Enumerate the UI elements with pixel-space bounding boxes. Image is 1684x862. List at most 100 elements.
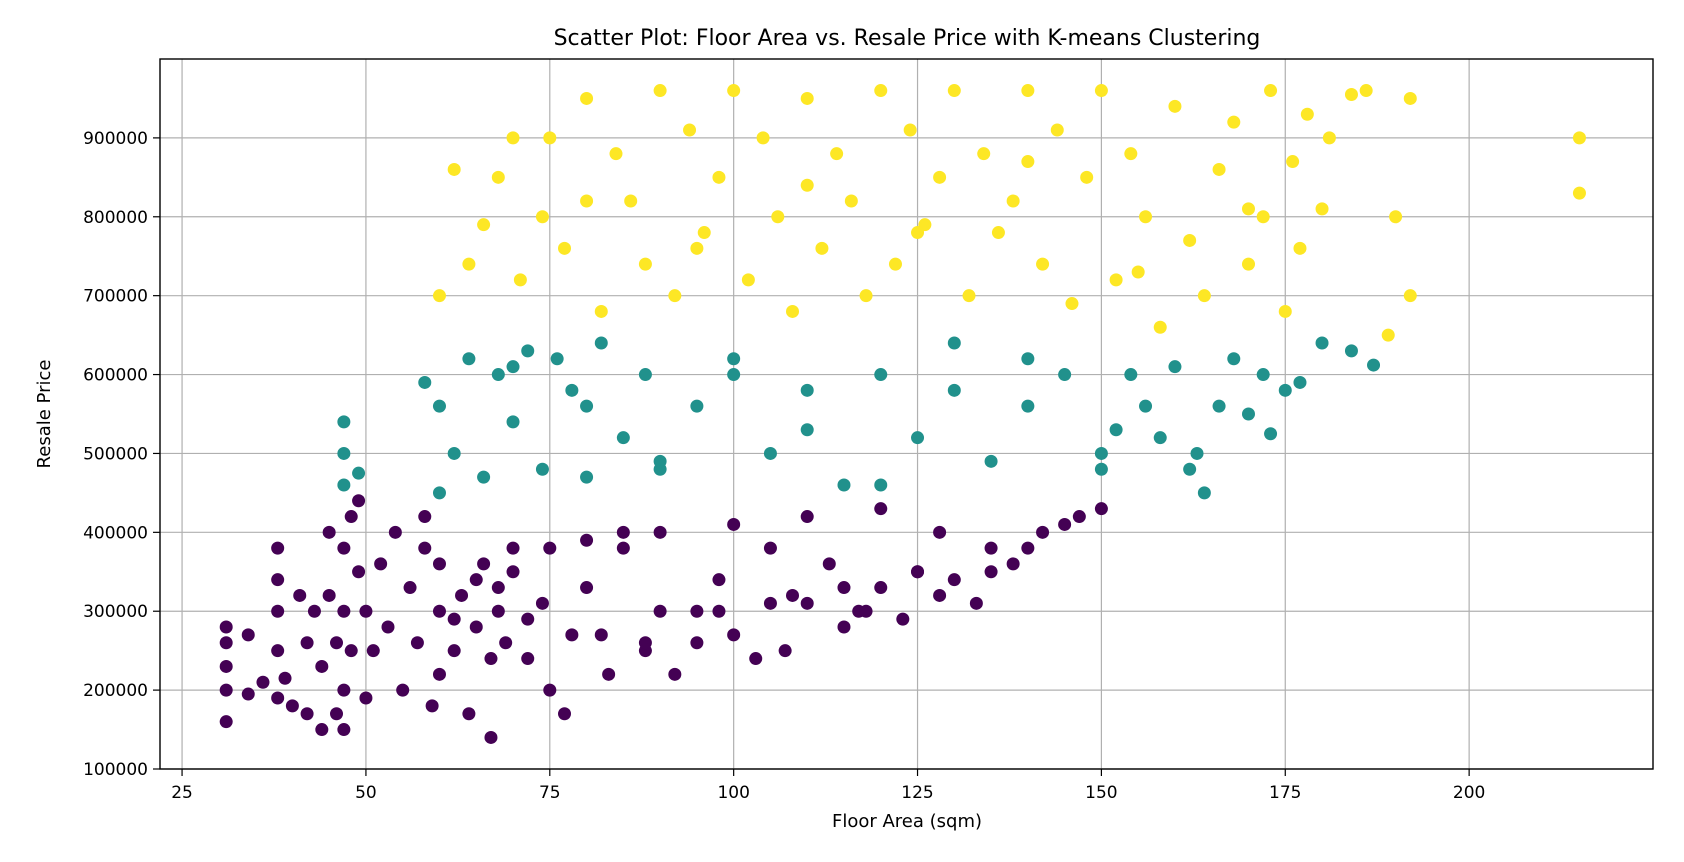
scatter-point xyxy=(668,667,682,681)
scatter-point xyxy=(727,84,741,98)
scatter-point xyxy=(837,620,851,634)
scatter-point xyxy=(447,644,461,658)
scatter-point xyxy=(1153,431,1167,445)
scatter-point xyxy=(1572,131,1586,145)
scatter-point xyxy=(1197,289,1211,303)
scatter-point xyxy=(499,636,513,650)
scatter-point xyxy=(1212,162,1226,176)
scatter-point xyxy=(911,431,925,445)
scatter-point xyxy=(396,683,410,697)
scatter-point xyxy=(300,707,314,721)
scatter-point xyxy=(594,336,608,350)
scatter-point xyxy=(580,91,594,105)
scatter-point xyxy=(366,644,380,658)
scatter-point xyxy=(741,273,755,287)
scatter-point xyxy=(418,510,432,524)
scatter-point xyxy=(388,525,402,539)
scatter-point xyxy=(1293,241,1307,255)
scatter-point xyxy=(969,596,983,610)
scatter-point xyxy=(874,478,888,492)
scatter-point xyxy=(300,636,314,650)
scatter-point xyxy=(558,707,572,721)
scatter-point xyxy=(491,604,505,618)
scatter-point xyxy=(947,84,961,98)
scatter-point xyxy=(535,210,549,224)
scatter-point xyxy=(271,644,285,658)
scatter-point xyxy=(749,652,763,666)
scatter-point xyxy=(1094,84,1108,98)
scatter-point xyxy=(1021,541,1035,555)
scatter-point xyxy=(521,652,535,666)
scatter-point xyxy=(337,604,351,618)
scatter-point xyxy=(580,399,594,413)
scatter-point xyxy=(800,510,814,524)
x-tick-label: 150 xyxy=(1085,783,1117,803)
scatter-point xyxy=(1381,328,1395,342)
scatter-point xyxy=(315,659,329,673)
scatter-point xyxy=(1021,399,1035,413)
y-tick-label: 600000 xyxy=(83,366,148,386)
scatter-point xyxy=(344,644,358,658)
scatter-point xyxy=(763,596,777,610)
y-tick-label: 100000 xyxy=(83,760,148,780)
scatter-point xyxy=(418,541,432,555)
scatter-point xyxy=(991,226,1005,240)
scatter-point xyxy=(896,612,910,626)
scatter-point xyxy=(506,541,520,555)
scatter-point xyxy=(947,336,961,350)
y-tick-label: 300000 xyxy=(83,602,148,622)
scatter-point xyxy=(815,241,829,255)
scatter-point xyxy=(491,581,505,595)
scatter-point xyxy=(1072,510,1086,524)
scatter-point xyxy=(484,652,498,666)
scatter-point xyxy=(337,541,351,555)
x-tick-label: 125 xyxy=(901,783,933,803)
scatter-point xyxy=(506,360,520,374)
scatter-point xyxy=(506,415,520,429)
scatter-point xyxy=(337,683,351,697)
scatter-point xyxy=(690,399,704,413)
scatter-point xyxy=(1183,233,1197,247)
scatter-point xyxy=(1139,399,1153,413)
scatter-point xyxy=(1389,210,1403,224)
scatter-point xyxy=(1058,517,1072,531)
scatter-point xyxy=(1131,265,1145,279)
x-tick-label: 75 xyxy=(539,783,561,803)
y-tick-label: 400000 xyxy=(83,523,148,543)
scatter-point xyxy=(690,241,704,255)
scatter-point xyxy=(219,683,233,697)
scatter-point xyxy=(984,454,998,468)
scatter-point xyxy=(800,596,814,610)
scatter-point xyxy=(977,147,991,161)
scatter-point xyxy=(1124,368,1138,382)
scatter-point xyxy=(1036,257,1050,271)
scatter-point xyxy=(763,446,777,460)
x-tick-label: 50 xyxy=(355,783,377,803)
scatter-point xyxy=(352,565,366,579)
scatter-point xyxy=(1139,210,1153,224)
scatter-point xyxy=(432,557,446,571)
scatter-point xyxy=(543,541,557,555)
scatter-point xyxy=(307,604,321,618)
scatter-point xyxy=(447,446,461,460)
scatter-point xyxy=(1094,462,1108,476)
scatter-point xyxy=(690,636,704,650)
scatter-point xyxy=(1315,336,1329,350)
scatter-point xyxy=(558,241,572,255)
scatter-point xyxy=(763,541,777,555)
scatter-point xyxy=(859,604,873,618)
scatter-point xyxy=(1241,257,1255,271)
scatter-point xyxy=(1190,446,1204,460)
scatter-point xyxy=(271,573,285,587)
scatter-point xyxy=(455,588,469,602)
scatter-point xyxy=(477,470,491,484)
scatter-point xyxy=(830,147,844,161)
x-tick-label: 100 xyxy=(717,783,749,803)
cluster-high-series xyxy=(432,84,1586,342)
scatter-point xyxy=(683,123,697,137)
scatter-point xyxy=(543,683,557,697)
scatter-point xyxy=(1322,131,1336,145)
scatter-point xyxy=(1264,427,1278,441)
scatter-point xyxy=(1006,194,1020,208)
scatter-point xyxy=(712,604,726,618)
